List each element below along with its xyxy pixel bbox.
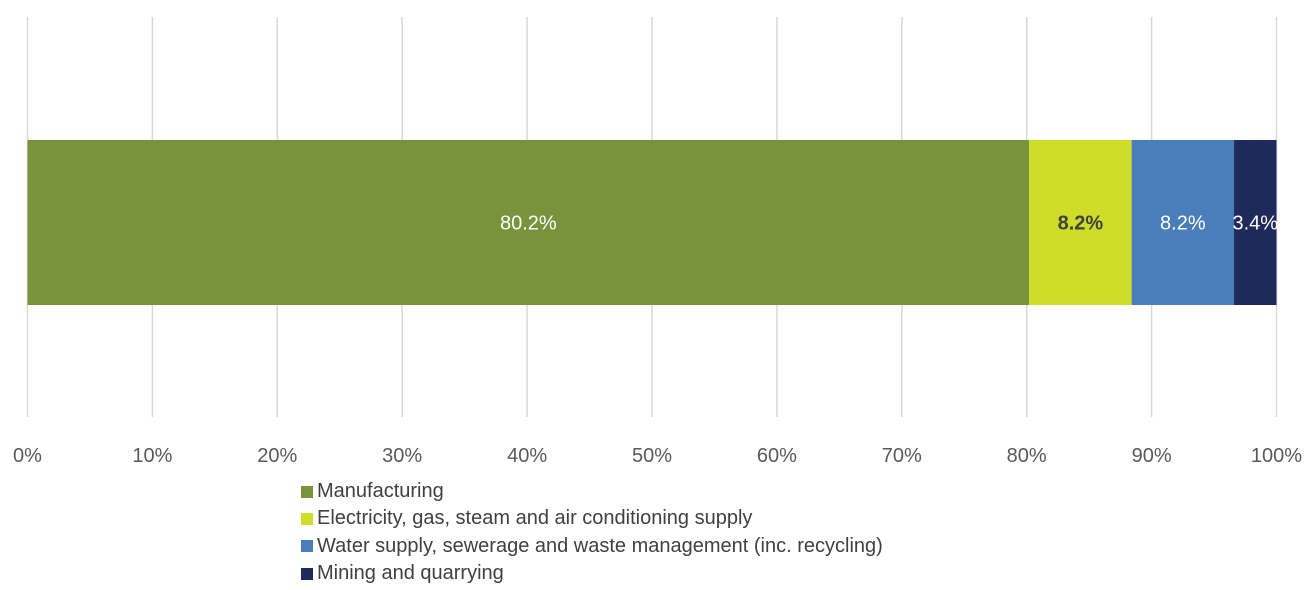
data-label: 8.2% xyxy=(1160,213,1206,235)
legend-item: Electricity, gas, steam and air conditio… xyxy=(301,505,883,532)
x-tick-label: 50% xyxy=(632,445,672,467)
legend-swatch xyxy=(301,540,313,553)
bar-segment xyxy=(27,140,1030,305)
legend-label: Mining and quarrying xyxy=(317,562,504,585)
data-labels: 80.2% 8.2% 8.2% 3.4% xyxy=(500,213,1278,235)
chart-legend: Manufacturing Electricity, gas, steam and… xyxy=(301,478,883,587)
legend-swatch xyxy=(301,567,313,580)
legend-item: Manufacturing xyxy=(301,478,883,505)
x-tick-label: 70% xyxy=(882,445,922,467)
legend-label: Manufacturing xyxy=(317,480,444,503)
x-tick-label: 60% xyxy=(757,445,797,467)
x-tick-label: 90% xyxy=(1132,445,1172,467)
legend-item: Mining and quarrying xyxy=(301,560,883,587)
data-label: 8.2% xyxy=(1058,213,1104,235)
x-tick-label: 30% xyxy=(382,445,422,467)
x-tick-label: 100% xyxy=(1251,445,1302,467)
x-tick-label: 40% xyxy=(507,445,547,467)
data-label: 80.2% xyxy=(500,213,557,235)
x-axis-tick-labels: 0% 10% 20% 30% 40% 50% 60% 70% 80% 90% 100% xyxy=(13,445,1302,467)
data-label: 3.4% xyxy=(1232,213,1278,235)
x-tick-label: 10% xyxy=(132,445,172,467)
legend-item: Water supply, sewerage and waste managem… xyxy=(301,533,883,560)
x-tick-label: 20% xyxy=(257,445,297,467)
legend-swatch xyxy=(301,485,313,498)
bar-segment xyxy=(1234,140,1277,305)
legend-label: Water supply, sewerage and waste managem… xyxy=(317,534,883,557)
legend-swatch xyxy=(301,512,313,525)
bar-segments xyxy=(27,140,1277,305)
bar-segment xyxy=(1131,140,1235,305)
legend-label: Electricity, gas, steam and air conditio… xyxy=(317,507,753,530)
x-tick-label: 0% xyxy=(13,445,42,467)
x-tick-label: 80% xyxy=(1007,445,1047,467)
bar-segment xyxy=(1029,140,1132,305)
